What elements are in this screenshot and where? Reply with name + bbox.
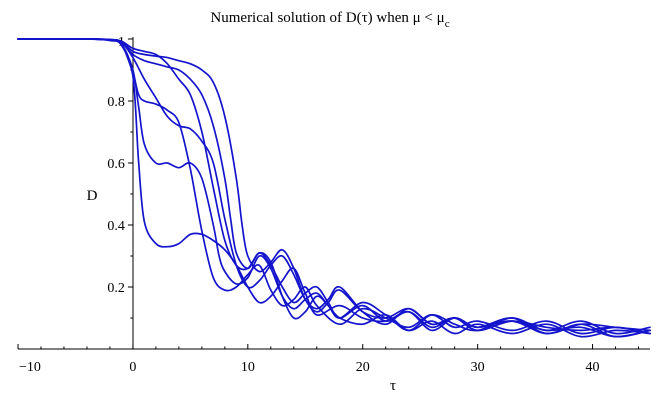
tick-labels: −10 0 10 20 30 400.20.40.60.81 [19,35,600,375]
series-line-7 [17,38,651,338]
y-axis-label: D [87,188,98,204]
x-tick-label: 10 [241,360,255,375]
y-tick-label: 0.2 [107,281,125,296]
y-tick-label: 0.6 [107,157,125,172]
y-tick-label: 0.8 [107,95,125,110]
chart-title-subscript: c [445,18,450,30]
x-tick-label: 40 [586,360,600,375]
x-tick-label: −10 [19,360,41,375]
series-line-4 [17,38,651,335]
series-line-1 [17,38,651,335]
x-tick-label: 0 [129,360,136,375]
x-tick-label: 30 [471,360,485,375]
axes [18,37,650,350]
ticks [17,38,640,349]
x-axis-label: τ [390,378,396,394]
chart-title: Numerical solution of D(τ) when μ < μc [210,10,449,30]
y-tick-label: 0.4 [107,219,125,234]
series-layer [17,38,651,338]
x-tick-label: 20 [356,360,370,375]
